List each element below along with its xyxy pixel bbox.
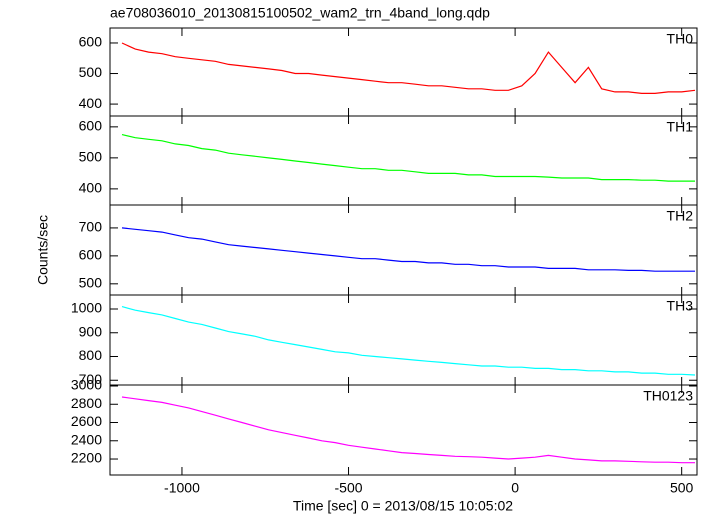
y-tick-label: 800 (79, 347, 103, 363)
panel-label: TH0123 (643, 388, 693, 404)
panel-frame (109, 384, 698, 476)
data-line (121, 134, 695, 182)
panel-label: TH2 (667, 208, 694, 224)
y-tick-label: 400 (79, 180, 103, 196)
y-tick-label: 600 (79, 34, 103, 50)
y-tick-label: 900 (79, 323, 103, 339)
data-line (121, 396, 695, 464)
y-tick-label: 1000 (71, 300, 102, 316)
x-tick-label: 500 (670, 480, 694, 496)
panel-frame (109, 115, 698, 206)
y-axis-label: Counts/sec (35, 215, 51, 285)
x-tick-label: -1000 (164, 480, 200, 496)
y-tick-label: 2600 (71, 413, 102, 429)
y-tick-label: 3000 (71, 377, 102, 393)
y-tick-label: 500 (79, 64, 103, 80)
x-tick-label: -500 (335, 480, 363, 496)
y-tick-label: 500 (79, 275, 103, 291)
y-tick-label: 400 (79, 95, 103, 111)
y-tick-label: 600 (79, 118, 103, 134)
y-tick-label: 2200 (71, 450, 102, 466)
y-tick-label: 500 (79, 149, 103, 165)
x-axis-label: Time [sec] 0 = 2013/08/15 10:05:02 (293, 498, 513, 514)
panel-frame (109, 204, 698, 296)
data-line (121, 42, 696, 94)
y-tick-label: 700 (79, 371, 103, 387)
chart-title: ae708036010_20130815100502_wam2_trn_4ban… (110, 5, 490, 21)
data-line (121, 306, 696, 376)
panel-label: TH0 (667, 31, 694, 47)
data-line (121, 227, 695, 272)
y-tick-label: 600 (79, 247, 103, 263)
y-tick-label: 2800 (71, 395, 102, 411)
panel-label: TH1 (667, 119, 694, 135)
panel-label: TH3 (667, 298, 694, 314)
y-tick-label: 700 (79, 219, 103, 235)
y-tick-label: 2400 (71, 431, 102, 447)
panel-frame (109, 27, 698, 117)
x-tick-label: 0 (511, 480, 519, 496)
